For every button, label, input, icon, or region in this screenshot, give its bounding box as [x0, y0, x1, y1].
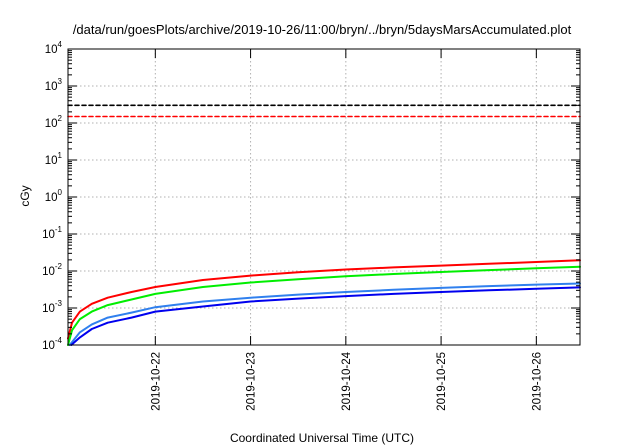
- x-tick-labels: 2019-10-22 2019-10-23 2019-10-24 2019-10-25…: [150, 351, 543, 410]
- y-axis-label: cGy: [18, 185, 32, 206]
- y-tick-label: 10-2: [42, 262, 62, 278]
- series-layer: [67, 104, 581, 346]
- x-tick-label: 2019-10-23: [246, 352, 258, 411]
- x-axis-label: Coordinated Universal Time (UTC): [230, 431, 414, 445]
- series-line-6: [70, 286, 581, 346]
- tick-marks: [68, 48, 580, 346]
- x-tick-label: 2019-10-22: [150, 352, 162, 411]
- series-line-5: [68, 282, 581, 346]
- y-tick-label: 102: [45, 114, 63, 130]
- x-tick-label: 2019-10-24: [341, 351, 353, 410]
- y-tick-label: 104: [45, 40, 63, 56]
- x-tick-label: 2019-10-26: [531, 352, 543, 411]
- chart-title: /data/run/goesPlots/archive/2019-10-26/1…: [73, 22, 572, 37]
- y-tick-labels: 10-4 10-3 10-2 10-1 100 101 102 103 104: [42, 40, 62, 352]
- series-line-4: [67, 265, 581, 346]
- y-tick-label: 101: [45, 151, 63, 167]
- y-tick-label: 100: [45, 188, 63, 204]
- series-line-3: [67, 259, 581, 340]
- x-tick-label: 2019-10-25: [436, 352, 448, 411]
- y-tick-label: 10-3: [42, 299, 62, 315]
- grid-lines: [68, 49, 580, 345]
- y-tick-label: 103: [45, 77, 63, 93]
- y-tick-label: 10-4: [42, 336, 62, 352]
- y-tick-label: 10-1: [42, 225, 62, 241]
